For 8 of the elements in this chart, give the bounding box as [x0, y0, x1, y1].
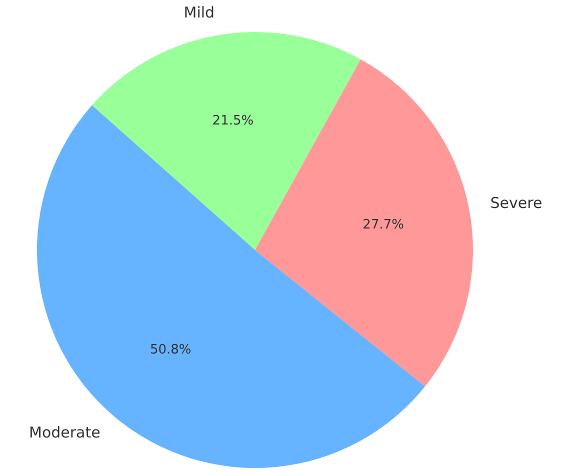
slice-label: Moderate	[29, 423, 100, 442]
slice-label: Mild	[184, 4, 215, 22]
data-label: 50.8%	[150, 342, 192, 358]
data-label: 21.5%	[212, 114, 254, 129]
data-label: 27.7%	[362, 217, 404, 232]
slice-label: Severe	[490, 194, 542, 212]
pie-slice	[92, 32, 361, 250]
pie-slice	[255, 59, 473, 386]
